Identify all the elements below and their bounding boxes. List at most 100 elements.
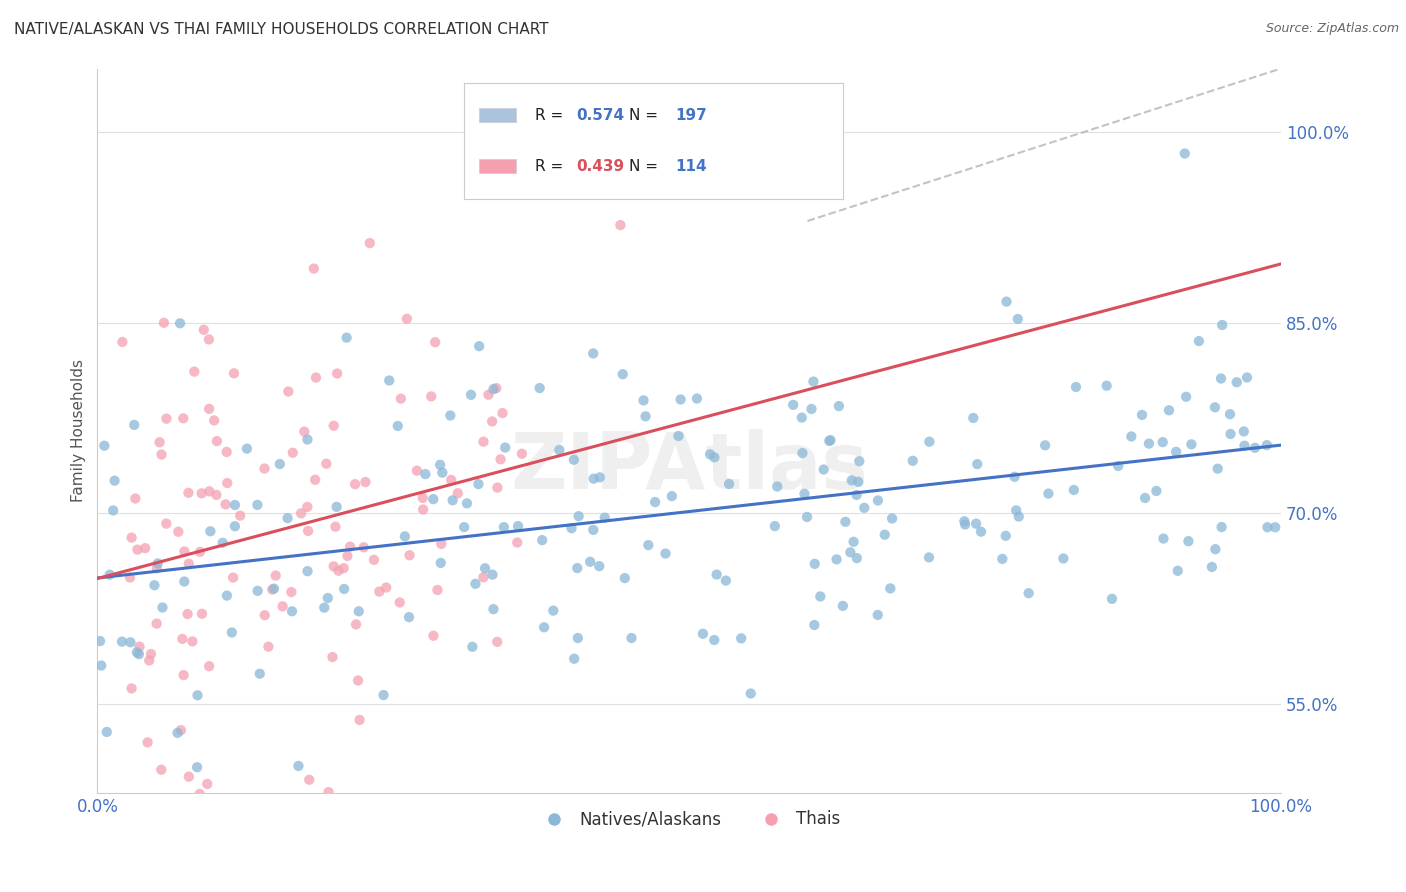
Point xyxy=(262,582,284,597)
Point xyxy=(344,617,367,632)
Point xyxy=(1244,441,1267,455)
Point xyxy=(482,382,505,396)
Point xyxy=(229,508,252,523)
Point xyxy=(420,389,443,403)
Point xyxy=(290,507,312,521)
Point xyxy=(257,640,280,654)
Point xyxy=(1256,520,1278,534)
Point xyxy=(93,439,115,453)
Point xyxy=(325,519,347,533)
Point xyxy=(246,498,269,512)
Point xyxy=(644,495,666,509)
Point xyxy=(800,401,823,416)
Point xyxy=(186,688,208,702)
Point xyxy=(842,534,865,549)
Point xyxy=(1133,491,1156,505)
Point xyxy=(264,568,287,582)
Point xyxy=(1233,425,1256,439)
Point xyxy=(169,316,191,330)
Point xyxy=(138,653,160,667)
Point xyxy=(510,447,533,461)
Point xyxy=(1033,438,1056,452)
Point xyxy=(579,555,602,569)
Point xyxy=(336,549,359,563)
Point xyxy=(1152,532,1174,546)
Point xyxy=(134,541,156,555)
Point xyxy=(654,547,676,561)
Point xyxy=(318,785,340,799)
Point xyxy=(325,500,347,514)
Point xyxy=(389,392,412,406)
Point xyxy=(127,542,149,557)
Point xyxy=(953,514,976,528)
Point xyxy=(692,627,714,641)
Point xyxy=(170,723,193,737)
Point xyxy=(198,333,221,347)
Point xyxy=(995,294,1018,309)
Point xyxy=(612,368,634,382)
Point xyxy=(1121,429,1143,443)
Point xyxy=(1226,376,1249,390)
Point xyxy=(198,401,221,416)
Point xyxy=(730,632,752,646)
Point xyxy=(198,659,221,673)
Point xyxy=(297,564,319,578)
Point xyxy=(316,591,339,605)
Point xyxy=(188,787,211,801)
Point xyxy=(297,433,319,447)
Point xyxy=(1137,436,1160,450)
Point xyxy=(148,435,170,450)
Point xyxy=(439,409,461,423)
Point xyxy=(492,520,515,534)
Point xyxy=(467,477,489,491)
Point xyxy=(429,556,451,570)
Point xyxy=(166,726,188,740)
Point xyxy=(297,524,319,538)
Point xyxy=(269,457,291,471)
Point xyxy=(661,489,683,503)
Point xyxy=(803,618,825,632)
Point xyxy=(533,620,555,634)
Point xyxy=(582,472,605,486)
Point xyxy=(249,666,271,681)
Point xyxy=(494,441,516,455)
Point xyxy=(1188,334,1211,348)
Point xyxy=(1177,534,1199,549)
Point xyxy=(177,557,200,571)
Point xyxy=(195,777,218,791)
Point xyxy=(970,524,993,539)
Point xyxy=(828,399,851,413)
Point xyxy=(363,553,385,567)
Point xyxy=(846,475,869,489)
Point xyxy=(347,673,370,688)
Point xyxy=(589,470,612,484)
Point xyxy=(426,582,449,597)
Point xyxy=(104,474,127,488)
Point xyxy=(879,582,901,596)
Point xyxy=(1052,551,1074,566)
Point xyxy=(359,236,381,251)
Point xyxy=(1107,458,1129,473)
Point xyxy=(813,462,835,476)
Point xyxy=(1157,403,1180,417)
Point xyxy=(1264,520,1286,534)
Point xyxy=(236,442,259,456)
Text: ZIPAtlas: ZIPAtlas xyxy=(510,429,868,505)
Point xyxy=(699,447,721,461)
Point xyxy=(98,567,121,582)
Point xyxy=(477,388,499,402)
Point xyxy=(853,500,876,515)
Point xyxy=(766,479,789,493)
Point xyxy=(1204,401,1226,415)
Point xyxy=(803,557,825,571)
Point xyxy=(200,524,222,539)
Point xyxy=(460,388,482,402)
Point xyxy=(101,503,124,517)
Point xyxy=(1180,437,1202,451)
Point xyxy=(155,516,177,531)
Point xyxy=(198,484,221,499)
Point xyxy=(441,493,464,508)
Point xyxy=(176,607,198,621)
Legend: Natives/Alaskans, Thais: Natives/Alaskans, Thais xyxy=(531,804,848,835)
Point xyxy=(205,488,228,502)
